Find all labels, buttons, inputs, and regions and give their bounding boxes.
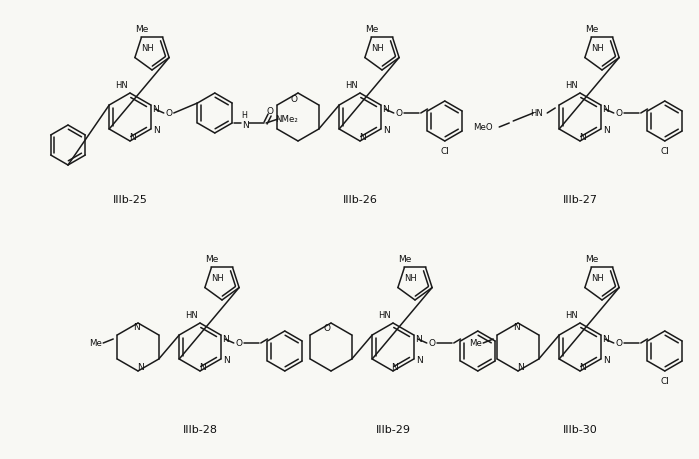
Text: HN: HN: [115, 81, 128, 90]
Text: N: N: [152, 105, 159, 114]
Text: N: N: [603, 335, 609, 344]
Text: N: N: [417, 356, 423, 365]
Text: N: N: [359, 133, 366, 142]
Text: HN: HN: [565, 81, 578, 90]
Text: NH: NH: [370, 44, 384, 53]
Text: HN: HN: [185, 311, 198, 320]
Text: N: N: [512, 323, 519, 332]
Text: Me: Me: [469, 339, 482, 348]
Text: O: O: [324, 324, 331, 333]
Text: NH: NH: [211, 274, 224, 282]
Text: N: N: [415, 335, 422, 344]
Text: N: N: [603, 126, 610, 135]
Text: O: O: [165, 109, 172, 118]
Text: N: N: [579, 363, 585, 372]
Text: O: O: [291, 94, 298, 103]
Text: Me: Me: [135, 25, 148, 34]
Text: NH: NH: [591, 274, 603, 282]
Text: Me: Me: [585, 25, 598, 34]
Text: O: O: [428, 339, 435, 348]
Text: O: O: [615, 109, 622, 118]
Text: Me: Me: [89, 339, 101, 348]
Text: N: N: [153, 126, 160, 135]
Text: HN: HN: [378, 311, 391, 320]
Text: N: N: [224, 356, 230, 365]
Text: N: N: [603, 105, 609, 114]
Text: N: N: [382, 105, 389, 114]
Text: Me: Me: [365, 25, 378, 34]
Text: Me: Me: [398, 254, 411, 263]
Text: MeO: MeO: [474, 123, 493, 132]
Text: HN: HN: [565, 311, 578, 320]
Text: N: N: [222, 335, 229, 344]
Text: Me: Me: [205, 254, 218, 263]
Text: H: H: [241, 110, 247, 119]
Text: HN: HN: [531, 109, 543, 118]
Text: IIIb-26: IIIb-26: [343, 195, 377, 205]
Text: N: N: [391, 363, 398, 372]
Text: N: N: [136, 363, 143, 372]
Text: NMe₂: NMe₂: [275, 115, 298, 124]
Text: N: N: [133, 323, 139, 332]
Text: N: N: [199, 363, 206, 372]
Text: IIIb-29: IIIb-29: [375, 424, 410, 434]
Text: IIIb-28: IIIb-28: [182, 424, 217, 434]
Text: N: N: [517, 363, 524, 372]
Text: NH: NH: [591, 44, 603, 53]
Text: N: N: [129, 133, 136, 142]
Text: Cl: Cl: [661, 147, 669, 156]
Text: N: N: [579, 133, 585, 142]
Text: IIIb-27: IIIb-27: [563, 195, 598, 205]
Text: O: O: [236, 339, 243, 348]
Text: IIIb-25: IIIb-25: [113, 195, 147, 205]
Text: Cl: Cl: [440, 147, 449, 156]
Text: N: N: [384, 126, 390, 135]
Text: O: O: [266, 107, 273, 116]
Text: HN: HN: [345, 81, 358, 90]
Text: NH: NH: [140, 44, 154, 53]
Text: N: N: [603, 356, 610, 365]
Text: Me: Me: [585, 254, 598, 263]
Text: NH: NH: [404, 274, 417, 282]
Text: IIIb-30: IIIb-30: [563, 424, 598, 434]
Text: N: N: [242, 120, 248, 129]
Text: O: O: [615, 339, 622, 348]
Text: O: O: [396, 109, 403, 118]
Text: Cl: Cl: [661, 377, 669, 386]
